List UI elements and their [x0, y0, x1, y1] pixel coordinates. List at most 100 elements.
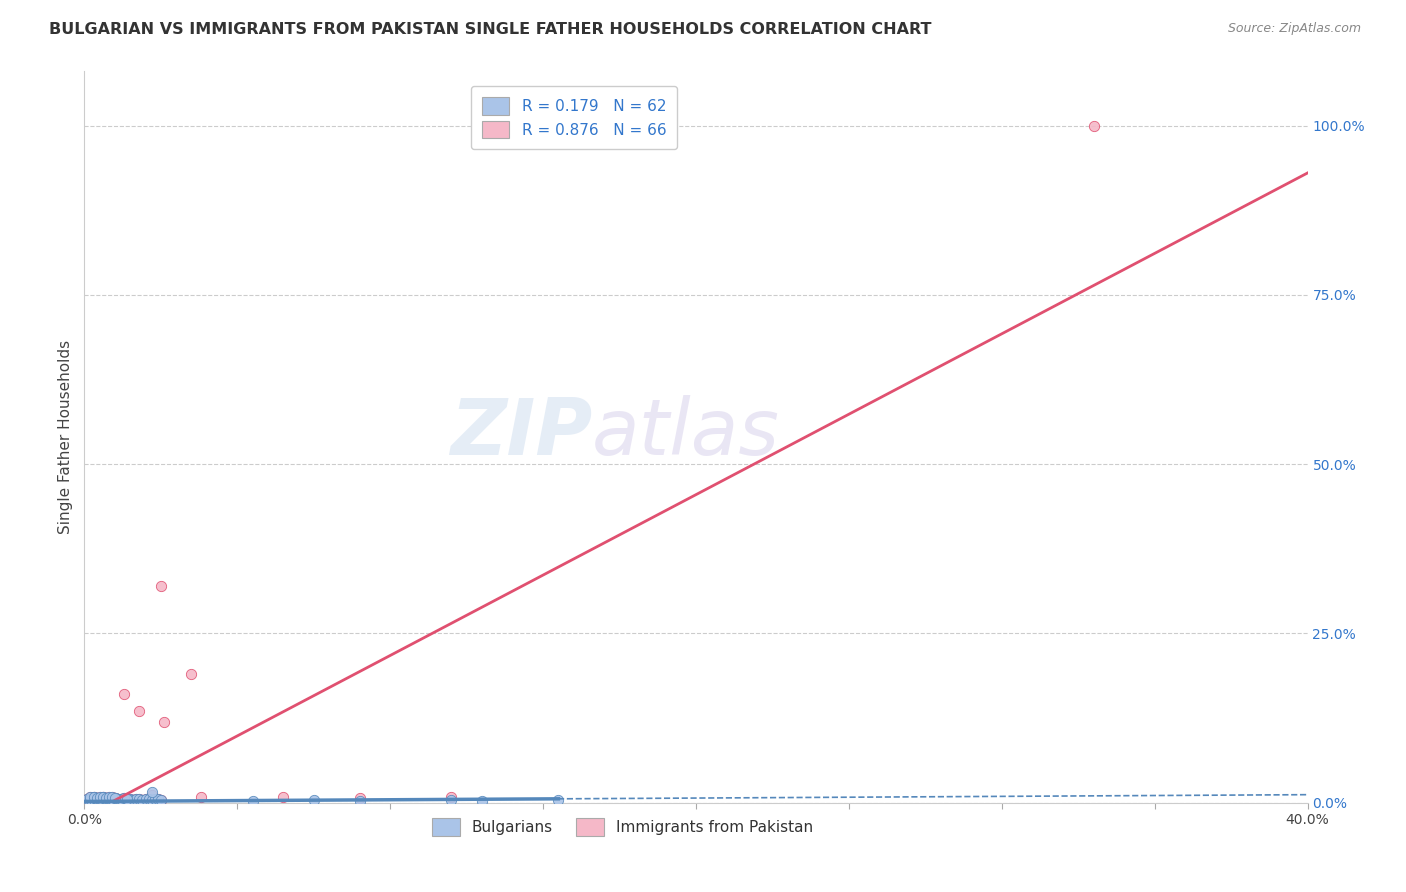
Point	[104, 791, 127, 805]
Point	[86, 791, 108, 805]
Text: ZIP: ZIP	[450, 395, 592, 472]
Point	[94, 791, 117, 805]
Point	[104, 791, 127, 805]
Point	[110, 792, 132, 806]
Point	[143, 791, 166, 805]
Point	[115, 791, 138, 805]
Point	[101, 790, 124, 805]
Point	[86, 791, 108, 805]
Point	[97, 792, 120, 806]
Point	[91, 792, 114, 806]
Point	[91, 791, 114, 805]
Point	[115, 791, 138, 805]
Point	[125, 791, 148, 805]
Point	[83, 790, 105, 805]
Point	[91, 791, 114, 805]
Point	[149, 579, 172, 593]
Point	[101, 791, 124, 805]
Point	[190, 790, 212, 805]
Legend: Bulgarians, Immigrants from Pakistan: Bulgarians, Immigrants from Pakistan	[422, 807, 824, 847]
Point	[547, 793, 569, 807]
Point	[141, 793, 163, 807]
Point	[94, 791, 117, 805]
Point	[83, 791, 105, 805]
Point	[94, 791, 117, 805]
Point	[112, 791, 135, 805]
Point	[440, 793, 463, 807]
Point	[89, 789, 111, 804]
Point	[471, 794, 494, 808]
Point	[1083, 119, 1105, 133]
Point	[79, 791, 101, 805]
Point	[89, 789, 111, 804]
Point	[79, 794, 101, 808]
Point	[76, 792, 98, 806]
Point	[83, 791, 105, 805]
Point	[104, 791, 127, 805]
Point	[94, 793, 117, 807]
Point	[89, 792, 111, 806]
Point	[94, 792, 117, 806]
Point	[104, 792, 127, 806]
Point	[149, 793, 172, 807]
Point	[83, 793, 105, 807]
Point	[112, 688, 135, 702]
Point	[122, 793, 145, 807]
Point	[131, 793, 153, 807]
Point	[101, 791, 124, 805]
Point	[86, 792, 108, 806]
Point	[94, 792, 117, 806]
Point	[97, 791, 120, 805]
Point	[107, 791, 129, 805]
Point	[112, 791, 135, 805]
Point	[146, 792, 169, 806]
Point	[76, 792, 98, 806]
Point	[83, 790, 105, 805]
Point	[115, 791, 138, 805]
Point	[349, 791, 371, 805]
Point	[112, 793, 135, 807]
Point	[271, 789, 294, 804]
Point	[101, 790, 124, 805]
Point	[153, 714, 176, 729]
Point	[97, 791, 120, 805]
Point	[122, 793, 145, 807]
Point	[112, 793, 135, 807]
Point	[141, 793, 163, 807]
Point	[91, 790, 114, 805]
Point	[107, 791, 129, 805]
Point	[110, 792, 132, 806]
Point	[131, 793, 153, 807]
Point	[302, 793, 325, 807]
Point	[83, 790, 105, 805]
Point	[101, 793, 124, 807]
Point	[180, 667, 202, 681]
Point	[79, 789, 101, 804]
Point	[97, 789, 120, 804]
Point	[110, 792, 132, 806]
Point	[79, 789, 101, 804]
Point	[86, 791, 108, 805]
Point	[91, 790, 114, 805]
Point	[83, 793, 105, 807]
Point	[104, 792, 127, 806]
Point	[104, 791, 127, 805]
Point	[79, 794, 101, 808]
Y-axis label: Single Father Households: Single Father Households	[58, 340, 73, 534]
Point	[104, 791, 127, 805]
Point	[97, 791, 120, 805]
Point	[143, 791, 166, 805]
Point	[89, 793, 111, 807]
Point	[86, 791, 108, 805]
Point	[101, 793, 124, 807]
Point	[101, 792, 124, 806]
Point	[128, 705, 150, 719]
Point	[120, 792, 142, 806]
Point	[120, 792, 142, 806]
Point	[101, 792, 124, 806]
Point	[94, 793, 117, 807]
Point	[89, 793, 111, 807]
Point	[83, 790, 105, 805]
Point	[141, 785, 163, 799]
Point	[91, 792, 114, 806]
